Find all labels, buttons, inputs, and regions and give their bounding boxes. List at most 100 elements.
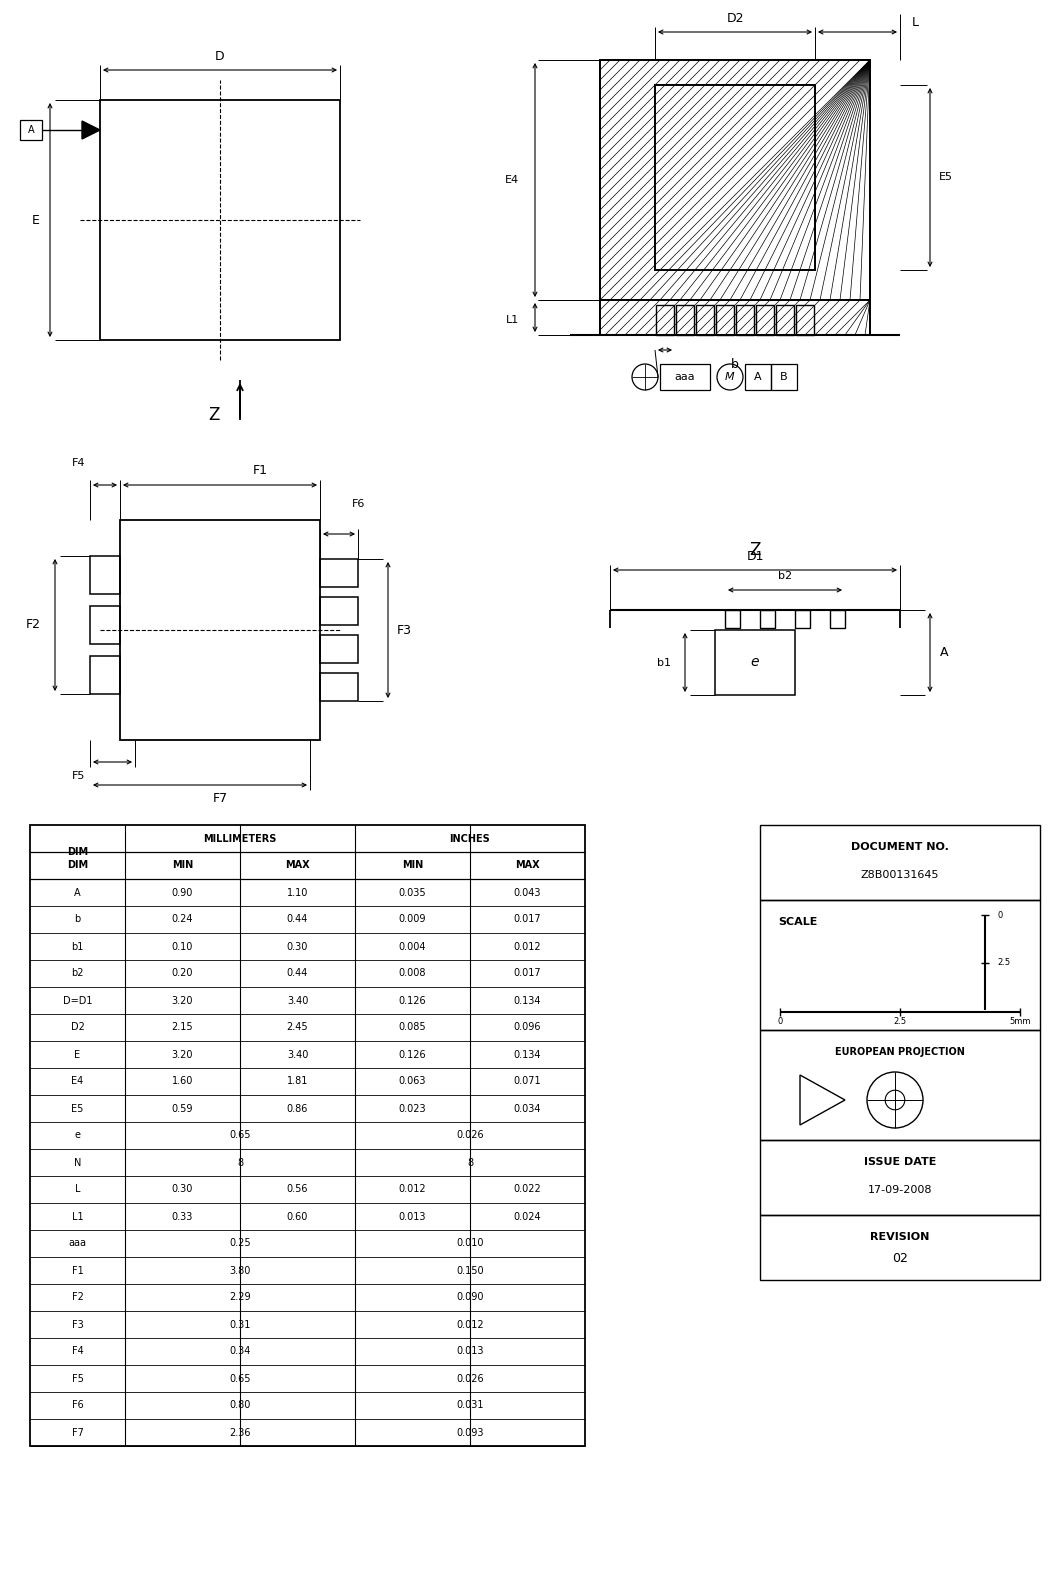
Text: E: E (32, 214, 40, 226)
Text: E: E (74, 1049, 81, 1060)
Text: b: b (74, 914, 81, 925)
Text: 0.026: 0.026 (456, 1130, 483, 1140)
Text: L: L (912, 16, 919, 28)
Text: 5mm: 5mm (1009, 1017, 1030, 1027)
Bar (655, 85, 815, 270)
Text: 0: 0 (997, 911, 1003, 920)
Text: 0.035: 0.035 (399, 887, 426, 898)
Text: A: A (754, 372, 762, 382)
Bar (600, 60, 870, 300)
Text: 0.024: 0.024 (514, 1212, 542, 1221)
Bar (760, 611, 775, 628)
Text: F1: F1 (72, 1265, 84, 1275)
Bar (20, 119, 42, 140)
Text: 0.10: 0.10 (172, 942, 193, 951)
Text: L1: L1 (72, 1212, 84, 1221)
Bar (90, 556, 120, 593)
Text: 0.013: 0.013 (399, 1212, 426, 1221)
Bar (771, 364, 797, 389)
Text: 2.5: 2.5 (997, 958, 1010, 967)
Text: 0.013: 0.013 (456, 1347, 483, 1356)
Bar (90, 656, 120, 694)
Text: 0.063: 0.063 (399, 1077, 426, 1086)
Bar (655, 85, 815, 270)
Bar (760, 1030, 1040, 1140)
Text: b1: b1 (657, 658, 671, 667)
Text: 0.56: 0.56 (287, 1184, 308, 1195)
Text: F3: F3 (72, 1319, 84, 1330)
Bar (656, 305, 674, 334)
Text: 2.15: 2.15 (172, 1022, 193, 1033)
Text: Z: Z (749, 542, 761, 559)
Text: 0.150: 0.150 (456, 1265, 483, 1275)
Text: 0.012: 0.012 (514, 942, 542, 951)
Bar (120, 520, 320, 739)
Bar (796, 305, 814, 334)
Bar (320, 559, 358, 587)
Text: 0.023: 0.023 (399, 1104, 426, 1113)
Bar (660, 364, 710, 389)
Text: 0.043: 0.043 (514, 887, 542, 898)
Text: 0.34: 0.34 (229, 1347, 250, 1356)
Text: D2: D2 (726, 11, 744, 25)
Text: 0.085: 0.085 (399, 1022, 426, 1033)
Text: 1.60: 1.60 (172, 1077, 193, 1086)
Text: F4: F4 (72, 1347, 84, 1356)
Bar (760, 900, 1040, 1030)
Text: 0.134: 0.134 (514, 995, 542, 1005)
Bar (600, 60, 870, 300)
Text: 0.009: 0.009 (399, 914, 426, 925)
Bar (745, 364, 771, 389)
Text: 3.20: 3.20 (172, 1049, 193, 1060)
Text: aaa: aaa (69, 1239, 87, 1248)
Bar (725, 611, 740, 628)
Bar (90, 606, 120, 644)
Bar (30, 824, 585, 1446)
Text: 0.60: 0.60 (287, 1212, 308, 1221)
Text: b2: b2 (71, 969, 84, 978)
Text: 0.008: 0.008 (399, 969, 426, 978)
Text: 2.45: 2.45 (286, 1022, 308, 1033)
Text: 0.65: 0.65 (229, 1374, 251, 1383)
Text: F3: F3 (396, 623, 411, 636)
Bar (655, 85, 815, 270)
Text: D1: D1 (746, 550, 764, 562)
Text: 0.031: 0.031 (456, 1400, 483, 1410)
Bar (736, 305, 754, 334)
Text: 0.33: 0.33 (172, 1212, 193, 1221)
Bar (600, 300, 870, 334)
Text: 0.90: 0.90 (172, 887, 193, 898)
Bar (760, 1140, 1040, 1215)
Text: b2: b2 (778, 571, 792, 581)
Text: 0.25: 0.25 (229, 1239, 251, 1248)
Text: A: A (74, 887, 81, 898)
Text: F5: F5 (72, 1374, 84, 1383)
Text: REVISION: REVISION (870, 1232, 930, 1242)
Text: 0.126: 0.126 (399, 1049, 426, 1060)
Text: 2.29: 2.29 (229, 1292, 251, 1303)
Text: A: A (28, 126, 34, 135)
Bar (696, 305, 714, 334)
Text: DOCUMENT NO.: DOCUMENT NO. (851, 842, 949, 853)
Text: 0.126: 0.126 (399, 995, 426, 1005)
Polygon shape (82, 121, 100, 140)
Bar (600, 300, 870, 334)
Text: b: b (731, 358, 739, 371)
Bar (676, 305, 694, 334)
Text: 0.026: 0.026 (456, 1374, 483, 1383)
Text: L: L (75, 1184, 81, 1195)
Bar (716, 305, 734, 334)
Text: MIN: MIN (402, 860, 423, 870)
Bar (320, 597, 358, 625)
Text: D: D (215, 50, 225, 63)
Text: D2: D2 (71, 1022, 85, 1033)
Text: 0: 0 (777, 1017, 782, 1027)
Text: 02: 02 (893, 1253, 908, 1265)
Text: N: N (74, 1157, 82, 1168)
Bar (830, 611, 845, 628)
Text: B: B (780, 372, 788, 382)
Text: F1: F1 (252, 465, 267, 477)
Text: F6: F6 (72, 1400, 84, 1410)
Text: e: e (74, 1130, 81, 1140)
Text: 1.10: 1.10 (287, 887, 308, 898)
